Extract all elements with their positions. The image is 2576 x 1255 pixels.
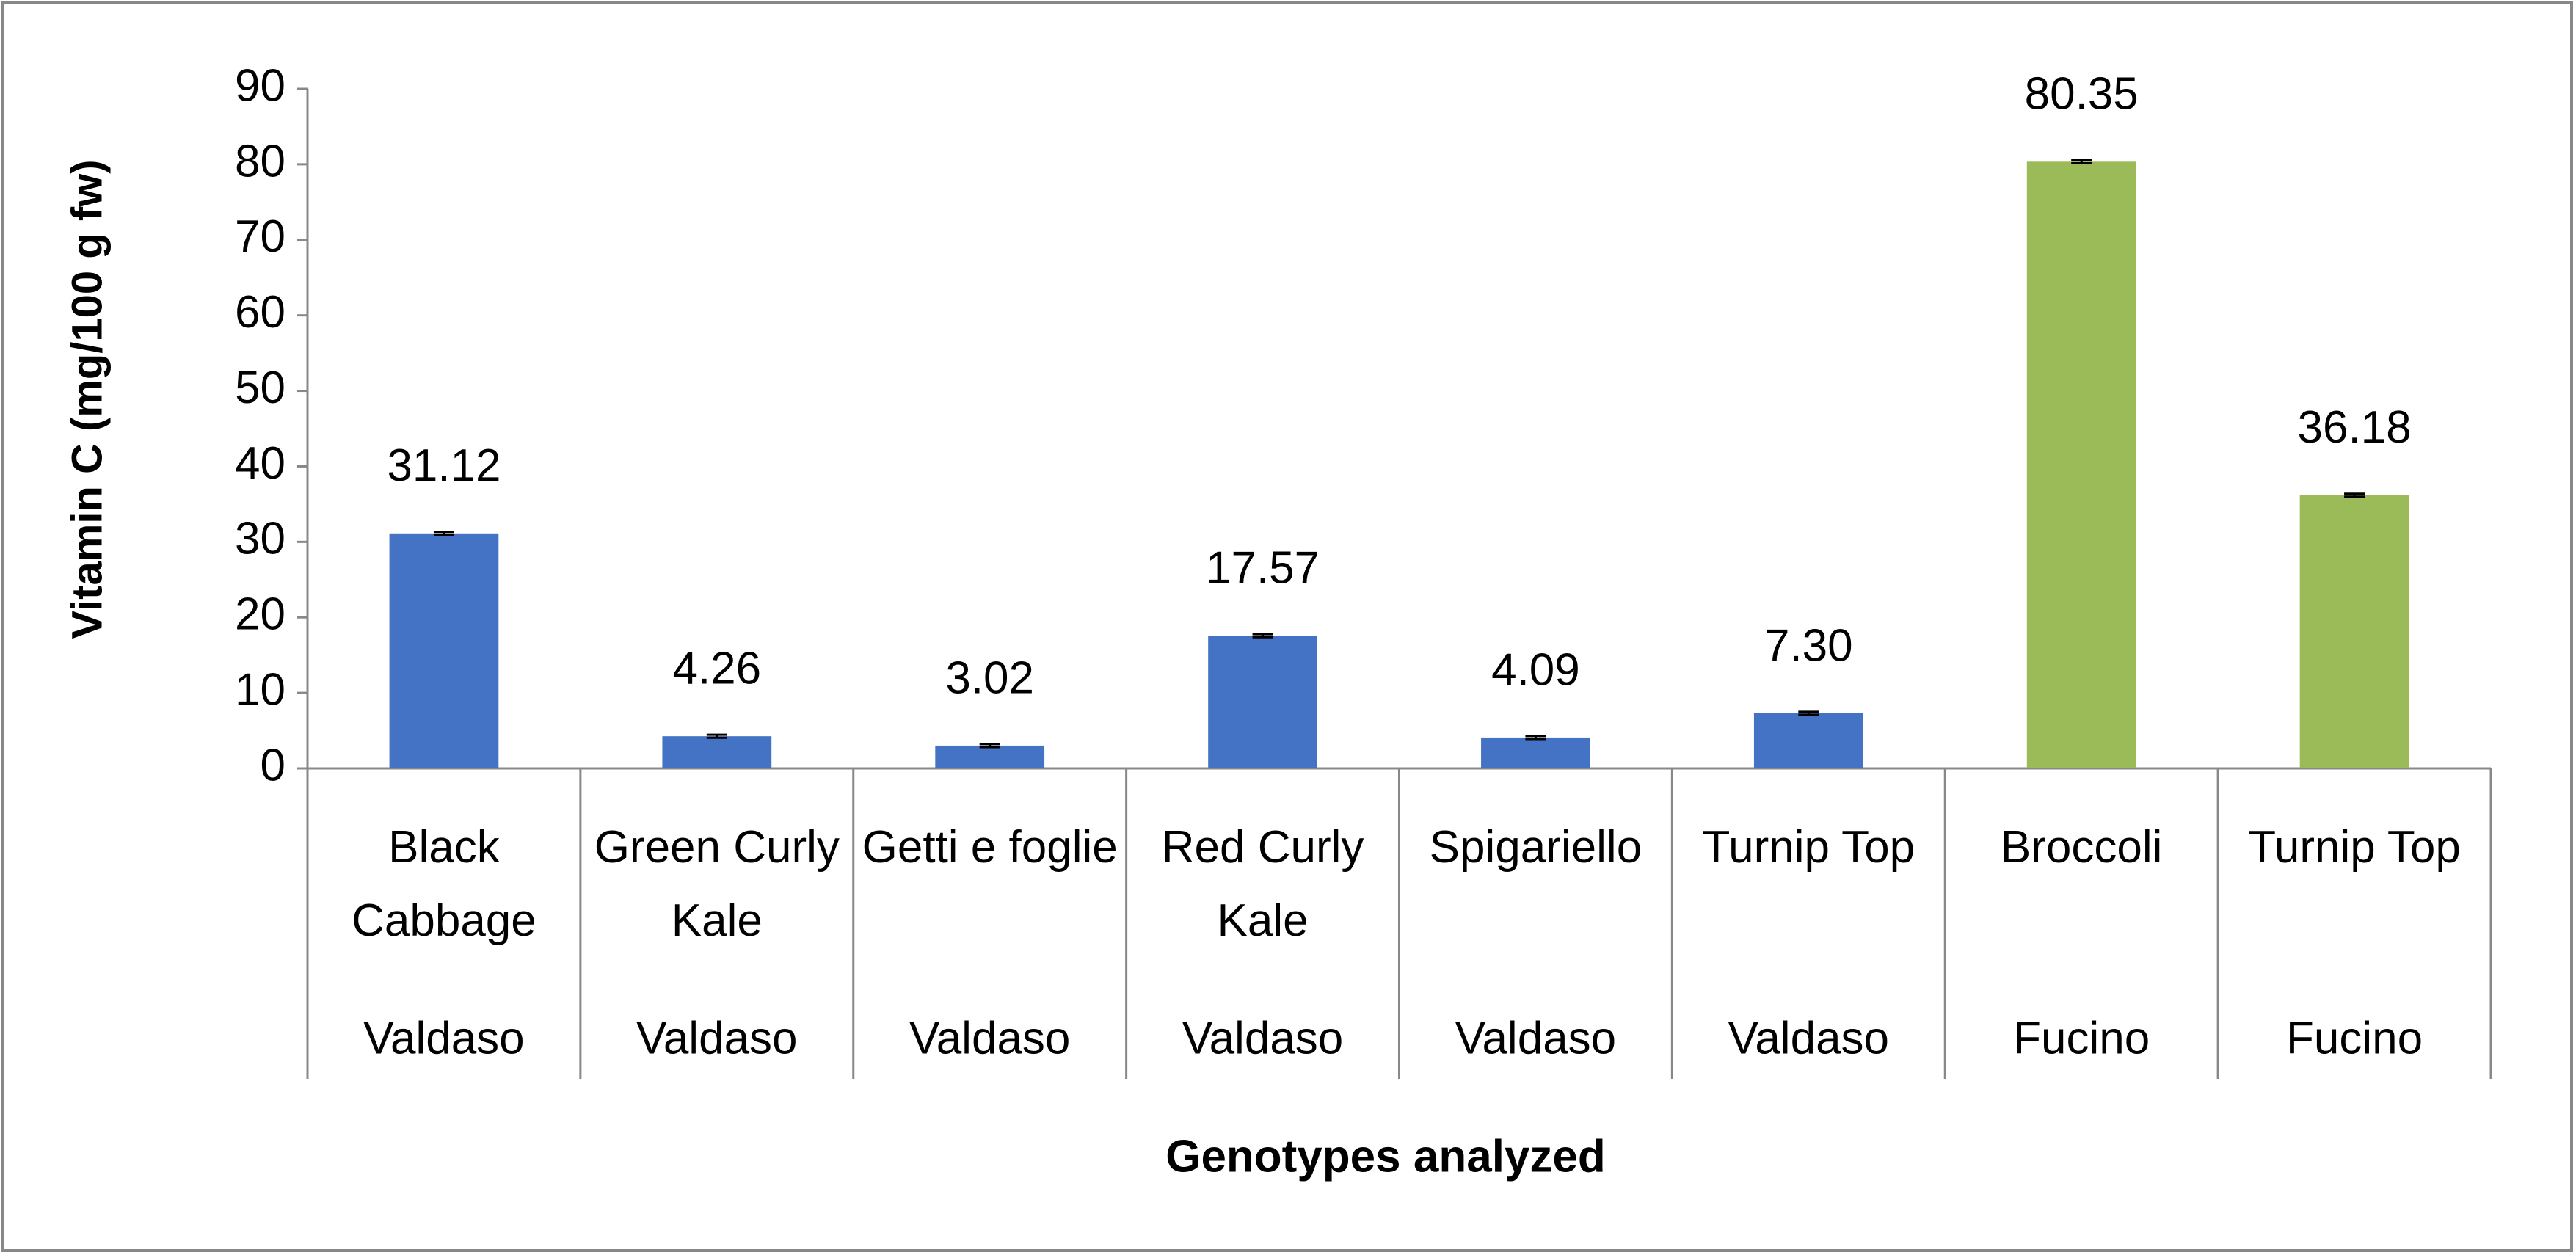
group-label: Fucino (2286, 1013, 2423, 1063)
x-tick-label: Black Cabbage (352, 822, 536, 946)
group-label: Valdaso (1182, 1013, 1343, 1063)
x-tick-label: Turnip Top (2248, 822, 2461, 873)
group-label: Fucino (2013, 1013, 2150, 1063)
x-axis-title: Genotypes analyzed (1165, 1131, 1606, 1182)
group-label: Valdaso (363, 1013, 524, 1063)
y-tick-label: 50 (235, 363, 285, 413)
bar (1753, 713, 1863, 768)
x-tick-label-box: Broccoli (2000, 822, 2163, 873)
data-label: 31.12 (387, 440, 501, 491)
error-bar (1798, 710, 1819, 716)
bar (662, 736, 772, 768)
error-bar (2071, 159, 2092, 164)
x-tick-label-box: Turnip Top (1702, 822, 1915, 873)
group-label: Valdaso (636, 1013, 797, 1063)
x-tick-label-box: Spigariello (1429, 822, 1642, 873)
group-label: Valdaso (1455, 1013, 1616, 1063)
data-label: 4.09 (1491, 644, 1580, 695)
y-tick-label: 90 (235, 60, 285, 111)
group-label: Valdaso (909, 1013, 1070, 1063)
y-tick-label: 80 (235, 136, 285, 186)
y-tick-label: 60 (235, 287, 285, 338)
bar (389, 533, 499, 768)
x-tick-label: Green Curly Kale (594, 822, 840, 946)
y-tick-label: 70 (235, 211, 285, 262)
x-tick-label-box: Turnip Top (2248, 822, 2461, 873)
data-label: 3.02 (945, 652, 1034, 703)
data-label: 7.30 (1764, 620, 1853, 671)
bar (935, 745, 1045, 768)
error-bar (1252, 633, 1273, 639)
y-tick-label: 20 (235, 589, 285, 640)
data-label: 4.26 (672, 644, 761, 694)
bar (2299, 495, 2409, 768)
x-tick-label: Turnip Top (1702, 822, 1915, 873)
error-bar (1525, 735, 1546, 741)
error-bar (2344, 492, 2365, 498)
x-tick-label: Getti e foglie (862, 822, 1118, 873)
data-label: 36.18 (2297, 402, 2411, 453)
x-tick-label-box: Green Curly Kale (594, 822, 840, 946)
error-bar (979, 743, 1000, 749)
y-tick-label: 10 (235, 664, 285, 715)
group-label: Valdaso (1728, 1013, 1889, 1063)
y-tick-label: 0 (261, 740, 285, 790)
error-bar (433, 531, 454, 536)
x-tick-label-box: Getti e foglie (862, 822, 1118, 873)
y-axis-title: Vitamin C (mg/100 g fw) (63, 159, 111, 639)
y-tick-label: 40 (235, 438, 285, 489)
x-tick-label: Spigariello (1429, 822, 1642, 873)
x-tick-label: Red Curly Kale (1161, 822, 1364, 946)
y-tick-label: 30 (235, 514, 285, 564)
bar (2026, 161, 2136, 768)
error-bar (706, 733, 727, 739)
bar (1208, 636, 1317, 768)
data-label: 80.35 (2025, 69, 2139, 120)
x-tick-label-box: Red Curly Kale (1161, 822, 1364, 946)
x-tick-label-box: Black Cabbage (352, 822, 536, 946)
bar (1481, 737, 1590, 768)
data-label: 17.57 (1206, 543, 1320, 594)
x-tick-label: Broccoli (2000, 822, 2163, 873)
